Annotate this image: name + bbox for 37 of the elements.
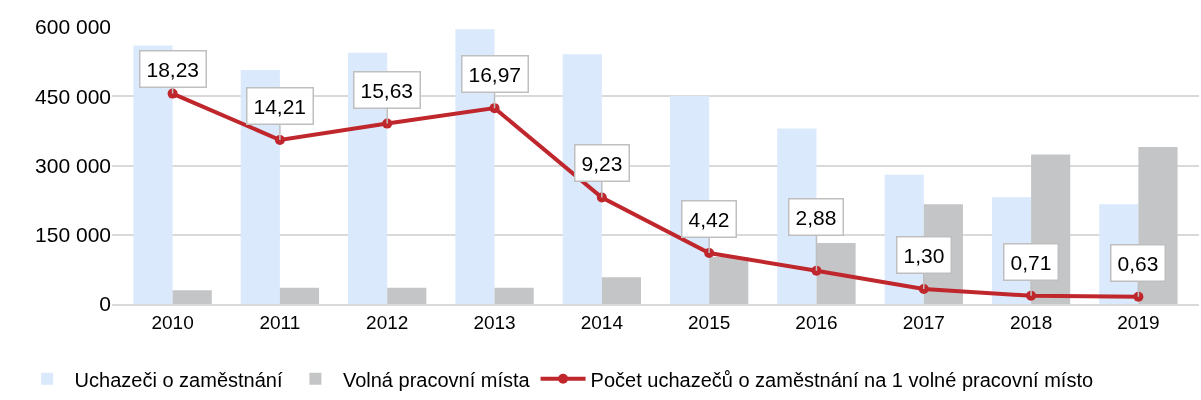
- data-label: 2,88: [795, 205, 837, 229]
- point: [489, 103, 500, 114]
- x-tick-label: 2015: [688, 311, 731, 333]
- x-tick-label: 2018: [1009, 311, 1053, 333]
- data-label: 15,63: [360, 78, 414, 102]
- x-tick-label: 2013: [473, 311, 516, 333]
- data-label: 1,30: [903, 243, 945, 267]
- data-label: 0,71: [1010, 250, 1052, 274]
- y-tick-label: 300 000: [35, 153, 111, 177]
- bar: [494, 287, 534, 304]
- y-tick-label: 450 000: [35, 84, 111, 108]
- data-label: 4,42: [688, 207, 730, 231]
- bar: [279, 287, 320, 304]
- data-label: 9,23: [581, 151, 623, 175]
- x-tick-label: 2017: [902, 311, 945, 333]
- x-tick-label: 2011: [259, 311, 301, 333]
- x-tick-label: 2012: [366, 311, 409, 333]
- legend-label: Volná pracovní místa: [342, 368, 531, 391]
- bar: [387, 287, 427, 304]
- x-tick-label: 2014: [580, 311, 624, 333]
- data-label: 14,21: [253, 94, 307, 118]
- bar: [709, 256, 749, 304]
- data-label: 18,23: [146, 57, 200, 81]
- y-tick-label: 600 000: [35, 15, 111, 39]
- x-tick-label: 2016: [795, 311, 838, 333]
- x-tick-label: 2019: [1117, 311, 1160, 333]
- data-label: 16,97: [468, 62, 522, 86]
- legend-label: Počet uchazečů o zaměstnání na 1 volné pracovní místo: [590, 368, 1094, 391]
- bar: [172, 290, 212, 304]
- data-label: 0,63: [1117, 251, 1159, 275]
- legend-label: Uchazeči o zaměstnání: [74, 368, 283, 391]
- x-tick-label: 2010: [151, 311, 194, 333]
- y-tick-label: 150 000: [35, 223, 111, 247]
- y-tick-label: 0: [99, 292, 111, 316]
- bar: [601, 277, 642, 304]
- point: [811, 265, 822, 276]
- point: [1133, 291, 1144, 302]
